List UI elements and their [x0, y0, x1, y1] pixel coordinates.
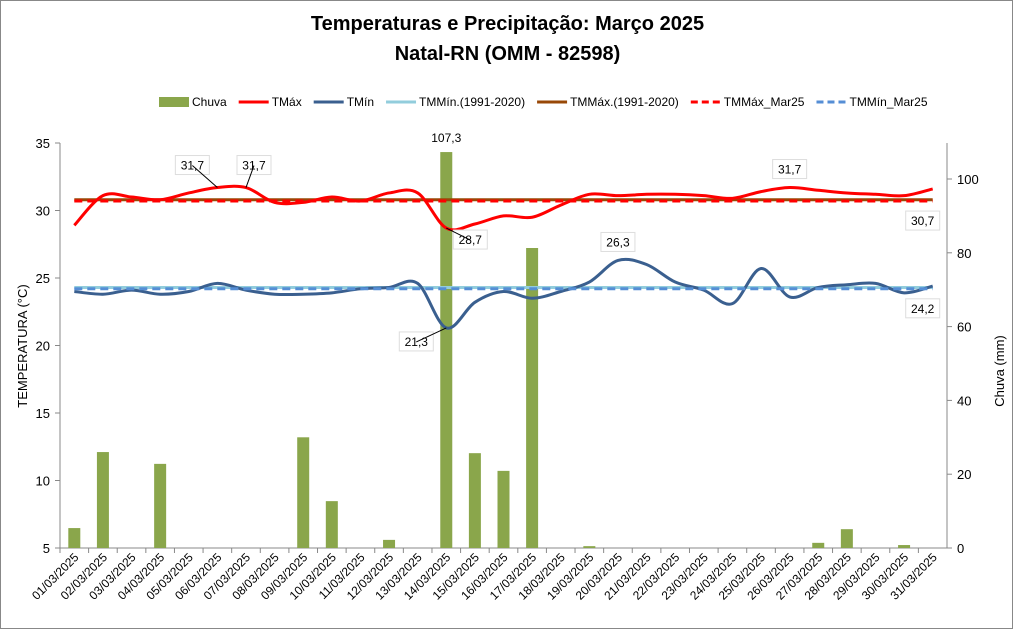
bar-chuva: [812, 542, 825, 548]
legend-tm-x: TMáx: [272, 95, 302, 109]
y2-tick-label: 0: [957, 541, 964, 556]
legend-tm-n: TMín: [347, 95, 374, 109]
leader-line: [245, 165, 255, 188]
data-label-box: [600, 231, 636, 252]
bar-chuva: [840, 529, 853, 548]
legend-tmm-n-mar25: TMMín_Mar25: [849, 95, 927, 109]
chart-title: Temperaturas e Precipitação: Março 2025: [310, 13, 705, 35]
bar-chuva: [497, 470, 510, 548]
bar-chuva: [383, 539, 396, 548]
bar-chuva: [325, 501, 338, 548]
legend-chuva-swatch: [159, 97, 189, 107]
y-tick-label: 35: [36, 136, 50, 151]
line-tmx: [73, 184, 934, 232]
line-tmn: [74, 257, 934, 330]
bar-chuva: [526, 248, 539, 549]
data-label: 31,7: [181, 159, 205, 173]
data-label-box: [905, 298, 941, 319]
data-label-box: [236, 155, 272, 176]
bar-chuva: [297, 437, 310, 548]
y2-tick-label: 40: [957, 393, 971, 408]
data-label: 31,7: [242, 159, 266, 173]
leader-line: [416, 327, 447, 343]
data-label-box: [174, 155, 210, 176]
y-tick-label: 10: [36, 474, 50, 489]
y-tick-label: 25: [36, 271, 50, 286]
y2-axis-label: Chuva (mm): [992, 335, 1007, 407]
data-label-box: [772, 159, 808, 180]
y-tick-label: 30: [36, 204, 50, 219]
leader-line: [446, 227, 471, 241]
y-axis-label: TEMPERATURA (°C): [15, 284, 30, 407]
data-label: 28,7: [459, 233, 483, 247]
bar-chuva: [898, 545, 911, 548]
data-label: 107,3: [431, 131, 461, 145]
bar-chuva: [154, 463, 167, 548]
y-tick-label: 5: [43, 541, 50, 556]
y2-tick-label: 100: [957, 172, 979, 187]
y2-tick-label: 20: [957, 467, 971, 482]
chart-subtitle: Natal-RN (OMM - 82598): [394, 43, 621, 65]
y-tick-label: 20: [36, 339, 50, 354]
y2-tick-label: 60: [957, 320, 971, 335]
data-label: 21,3: [405, 335, 429, 349]
leader-line: [192, 165, 218, 188]
legend-tmm-x-1991-2020-: TMMáx.(1991-2020): [570, 95, 679, 109]
legend-chuva: Chuva: [192, 95, 227, 109]
y2-tick-label: 80: [957, 246, 971, 261]
bar-chuva: [440, 152, 453, 549]
bar-chuva: [96, 452, 109, 548]
bar-chuva: [468, 453, 481, 548]
bar-chuva: [583, 546, 596, 548]
data-label: 31,7: [778, 163, 802, 177]
bar-chuva: [68, 528, 81, 548]
data-label: 24,2: [911, 302, 935, 316]
y-tick-label: 15: [36, 406, 50, 421]
legend-tmm-x-mar25: TMMáx_Mar25: [724, 95, 805, 109]
legend-tmm-n-1991-2020-: TMMín.(1991-2020): [419, 95, 525, 109]
data-label: 30,7: [911, 214, 935, 228]
data-label-box: [905, 210, 941, 231]
data-label: 26,3: [606, 235, 630, 249]
